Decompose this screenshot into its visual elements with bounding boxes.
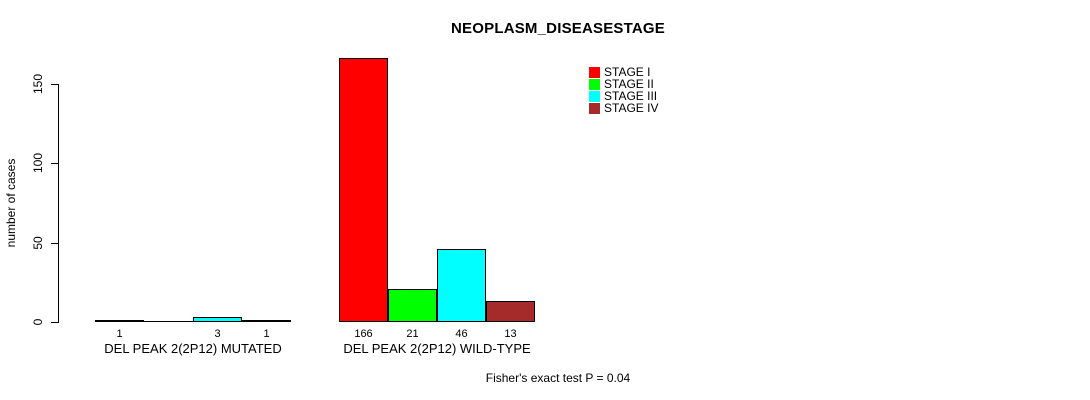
y-tick-label: 0 — [31, 318, 45, 326]
bar-stage-i — [339, 58, 388, 322]
bar-value-label: 3 — [214, 328, 221, 340]
y-tick-mark — [51, 163, 58, 164]
bar-value-label: 46 — [455, 328, 468, 340]
bar-stage-iv — [486, 301, 535, 322]
y-axis-label: number of cases — [4, 158, 18, 248]
legend-label: STAGE III — [604, 89, 658, 103]
bar-value-label: 13 — [504, 328, 517, 340]
group-label: DEL PEAK 2(2P12) MUTATED — [104, 341, 282, 356]
y-tick-mark — [51, 322, 58, 323]
legend-label: STAGE I — [604, 65, 651, 79]
legend-item: STAGE IV — [589, 102, 658, 114]
y-tick-label: 50 — [31, 236, 45, 250]
legend-swatch-icon — [589, 90, 600, 102]
y-tick-mark — [51, 243, 58, 244]
legend-swatch-icon — [589, 102, 600, 114]
y-axis-line — [58, 84, 59, 323]
y-tick-label: 100 — [31, 152, 45, 174]
legend-label: STAGE IV — [604, 101, 659, 115]
bar-stage-iii — [437, 249, 486, 322]
legend-swatch-icon — [589, 78, 600, 90]
bar-stage-iv — [242, 320, 291, 322]
fisher-test-annotation: Fisher's exact test P = 0.04 — [485, 371, 631, 385]
bar-value-label: 166 — [354, 328, 373, 340]
bar-value-label: 21 — [406, 328, 419, 340]
y-tick-label: 150 — [31, 73, 45, 95]
legend-label: STAGE II — [604, 77, 654, 91]
bar-value-label: 1 — [263, 328, 270, 340]
bar-stage-ii — [388, 289, 437, 322]
bar-stage-iii — [193, 317, 242, 322]
group-label: DEL PEAK 2(2P12) WILD-TYPE — [343, 341, 531, 356]
bar-stage-i — [95, 320, 144, 322]
legend-swatch-icon — [589, 66, 600, 78]
legend-item: STAGE I — [589, 66, 650, 78]
chart-title: NEOPLASM_DISEASESTAGE — [451, 20, 665, 37]
legend-item: STAGE III — [589, 90, 657, 102]
y-tick-mark — [51, 84, 58, 85]
bar-value-label: 1 — [116, 328, 123, 340]
legend-item: STAGE II — [589, 78, 654, 90]
bar-stage-ii — [144, 321, 193, 322]
